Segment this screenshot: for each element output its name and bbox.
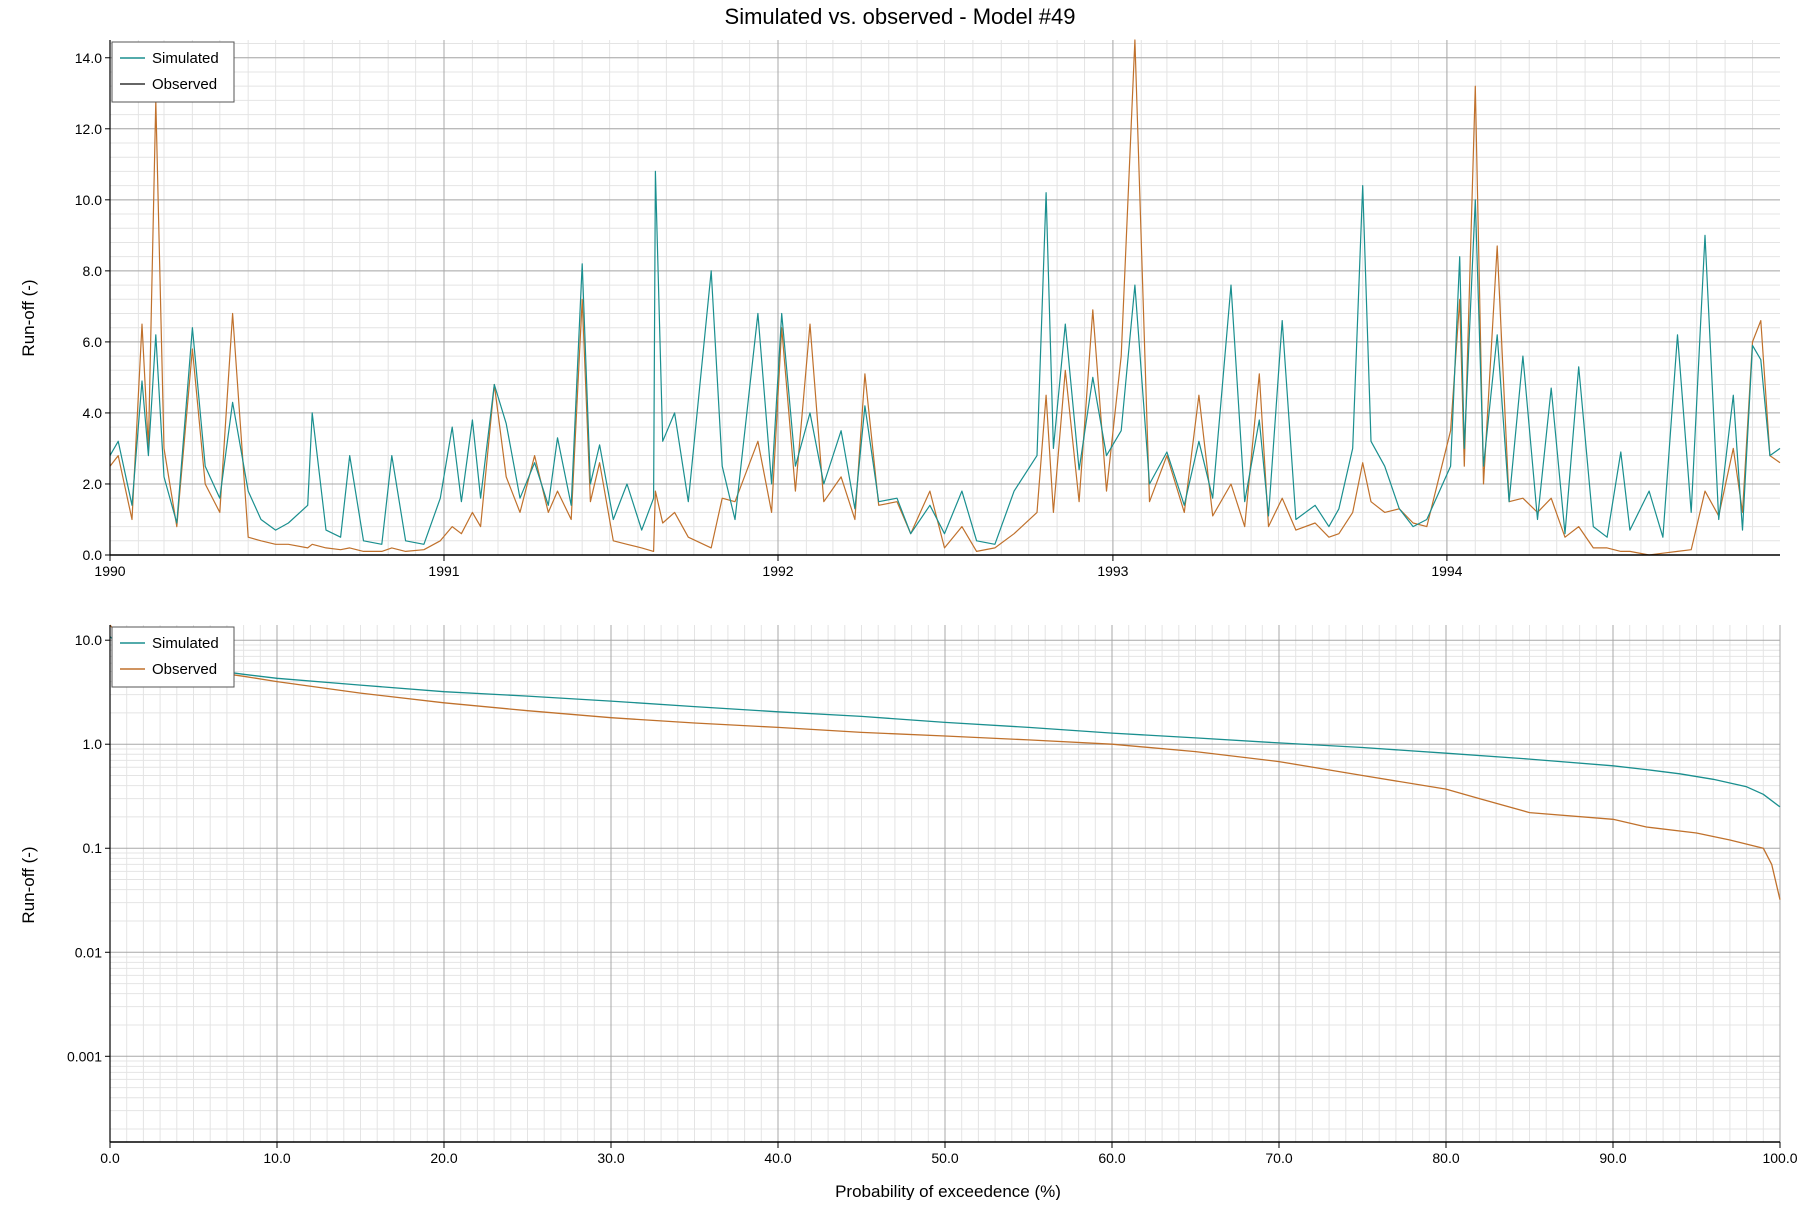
duration-ticks: 0.001 0.01 0.1 1.0 10.0 0.0 10.0 20.0 30.0 40.0 50… <box>67 632 1798 1166</box>
timeseries-y-axis-label: Run-off (-) <box>19 279 38 356</box>
x-tick-label: 1991 <box>428 563 459 579</box>
duration-grid <box>109 625 1781 1142</box>
series-line-observed <box>109 624 1781 900</box>
y-tick-label: 10.0 <box>75 632 102 648</box>
x-tick-label: 60.0 <box>1098 1150 1125 1166</box>
x-tick-label: 1993 <box>1097 563 1128 579</box>
x-tick-label: 10.0 <box>263 1150 290 1166</box>
x-tick-label: 20.0 <box>430 1150 457 1166</box>
x-tick-label: 30.0 <box>597 1150 624 1166</box>
y-tick-label: 0.001 <box>67 1048 102 1064</box>
x-tick-label: 50.0 <box>931 1150 958 1166</box>
x-tick-label: 1994 <box>1431 563 1462 579</box>
timeseries-axes <box>109 40 1780 556</box>
y-tick-label: 1.0 <box>83 736 103 752</box>
y-tick-label: 0.0 <box>83 547 103 563</box>
y-tick-label: 10.0 <box>75 192 102 208</box>
legend-box <box>111 41 235 103</box>
duration-x-axis-label: Probability of exceedence (%) <box>835 1182 1061 1200</box>
series-line-observed <box>109 39 1781 556</box>
chart-title: Simulated vs. observed - Model #49 <box>725 4 1076 29</box>
timeseries-lines <box>109 39 1781 556</box>
x-tick-label: 1990 <box>94 563 125 579</box>
x-tick-label: 0.0 <box>100 1150 120 1166</box>
x-tick-label: 90.0 <box>1599 1150 1626 1166</box>
legend-observed-label: Observed <box>152 76 217 93</box>
timeseries-ticks: 0.0 2.0 4.0 6.0 8.0 10.0 12.0 14.0 1990 1991 1992 1… <box>75 50 1463 579</box>
y-tick-label: 0.1 <box>83 840 103 856</box>
y-tick-label: 6.0 <box>83 334 103 350</box>
legend-simulated-label: Simulated <box>152 50 219 67</box>
legend-simulated-label: Simulated <box>152 635 219 652</box>
y-tick-label: 8.0 <box>83 263 103 279</box>
timeseries-panel: 0.0 2.0 4.0 6.0 8.0 10.0 12.0 14.0 1990 1991 1992 1… <box>19 39 1781 579</box>
legend-observed-label: Observed <box>152 661 217 678</box>
y-tick-label: 2.0 <box>83 476 103 492</box>
x-tick-label: 1992 <box>762 563 793 579</box>
x-tick-label: 40.0 <box>764 1150 791 1166</box>
timeseries-grid <box>109 40 1780 556</box>
timeseries-legend: Simulated Observed <box>111 41 235 103</box>
y-tick-label: 0.01 <box>75 944 102 960</box>
y-tick-label: 12.0 <box>75 121 102 137</box>
x-tick-label: 80.0 <box>1432 1150 1459 1166</box>
duration-y-axis-label: Run-off (-) <box>19 846 38 923</box>
y-tick-label: 14.0 <box>75 50 102 66</box>
duration-curve-panel: 0.001 0.01 0.1 1.0 10.0 0.0 10.0 20.0 30.0 40.0 50… <box>19 624 1798 1201</box>
x-tick-label: 100.0 <box>1762 1150 1797 1166</box>
series-line-simulated <box>109 170 1781 545</box>
y-tick-label: 4.0 <box>83 405 103 421</box>
duration-legend: Simulated Observed <box>111 626 235 688</box>
legend-box <box>111 626 235 688</box>
x-tick-label: 70.0 <box>1265 1150 1292 1166</box>
